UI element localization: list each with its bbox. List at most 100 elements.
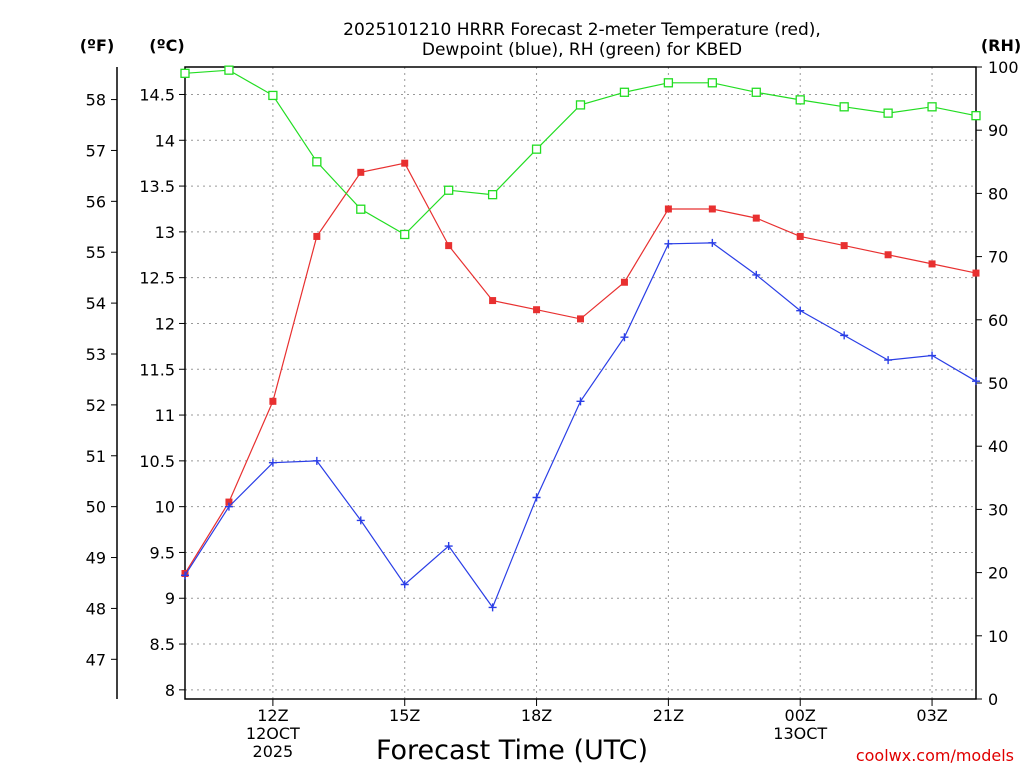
data-point [532,493,541,502]
rh-tick-label: 10 [988,627,1008,646]
celsius-tick-label: 13.5 [139,177,175,196]
fahrenheit-tick-label: 49 [86,549,106,568]
celsius-tick-label: 14 [155,131,175,150]
series-1 [181,238,980,612]
data-point [356,516,365,525]
chart-title-line-1: 2025101210 HRRR Forecast 2-meter Tempera… [343,20,821,40]
data-point [533,306,541,314]
fahrenheit-tick-label: 56 [86,192,106,211]
celsius-tick-label: 9.5 [150,543,175,562]
series-0 [181,159,980,578]
data-point [444,542,453,551]
data-point [752,214,760,222]
data-point [620,278,628,286]
data-point [487,190,498,200]
data-point [972,269,980,277]
data-point [268,90,278,101]
time-tick-label: 21Z [653,706,684,725]
data-point [840,242,848,250]
rh-tick-label: 30 [988,500,1008,519]
data-point [577,315,584,323]
data-point [927,102,937,112]
celsius-tick-label: 12 [155,314,175,333]
data-point [268,458,277,467]
celsius-tick-label: 12.5 [139,269,175,288]
fahrenheit-tick-label: 48 [86,599,106,618]
data-point [445,242,453,250]
time-tick-label: 00Z [785,706,816,725]
series-layer [180,65,981,612]
time-tick-label: 12Z [257,706,288,725]
data-point [884,251,892,259]
data-point [357,168,365,176]
celsius-tick-label: 11.5 [139,360,175,379]
data-point [884,356,893,365]
celsius-tick-label: 13 [155,223,175,242]
time-tick-label: 2025 [253,742,294,761]
data-point [840,331,849,340]
rh-axis: 0 10 20 30 40 50 60 70 80 90 100 [976,58,1019,709]
data-point [619,87,630,97]
celsius-tick-label: 8 [165,681,175,700]
data-point [752,270,761,279]
data-point [576,397,585,406]
data-point [400,580,409,589]
celsius-tick-label: 10 [155,498,175,517]
data-point [312,157,322,167]
time-tick-label: 13OCT [773,724,827,743]
time-tick-label: 03Z [916,706,947,725]
data-point [796,232,804,240]
fahrenheit-tick-label: 47 [86,650,106,669]
fahrenheit-tick-label: 54 [86,294,106,313]
data-point [225,498,233,506]
celsius-unit-label: (ºC) [149,36,184,55]
rh-tick-label: 60 [988,311,1008,330]
fahrenheit-unit-label: (ºF) [80,36,115,55]
rh-tick-label: 50 [988,374,1008,393]
data-point [883,108,893,118]
data-point [839,102,849,112]
time-tick-label: 15Z [389,706,420,725]
data-point [401,159,409,167]
celsius-axis: 8 8.5 9 9.5 10 10.5 11 11.5 12 12.5 13 13.5 14 14.5 [139,85,185,700]
time-tick-label: 12OCT [246,724,300,743]
data-point [531,144,542,154]
fahrenheit-tick-label: 50 [86,498,106,517]
data-point [400,229,410,240]
rh-tick-label: 90 [988,121,1008,140]
fahrenheit-tick-label: 58 [86,91,106,110]
data-point [708,238,717,247]
data-point [664,205,672,213]
celsius-tick-label: 14.5 [139,85,175,104]
chart-title: 2025101210 HRRR Forecast 2-meter Tempera… [343,20,821,60]
rh-tick-label: 0 [988,690,998,709]
data-point [620,333,629,342]
fahrenheit-tick-label: 53 [86,345,106,364]
x-axis-label: Forecast Time (UTC) [376,735,648,766]
plot-frame [184,66,977,700]
data-point [269,397,277,405]
rh-tick-label: 100 [988,58,1019,77]
rh-tick-label: 20 [988,564,1008,583]
data-point [489,297,497,305]
data-point [313,232,321,240]
data-point [971,111,981,121]
gridlines [185,67,976,699]
fahrenheit-tick-label: 57 [86,141,106,160]
celsius-tick-label: 11 [155,406,175,425]
time-tick-label: 18Z [521,706,552,725]
data-point [707,78,717,88]
data-point [928,351,937,360]
rh-unit-label: (RH) [981,36,1021,55]
data-point [224,502,233,511]
celsius-tick-label: 9 [165,589,175,608]
series-line [184,162,977,574]
data-point [224,65,234,75]
data-point [488,603,497,612]
credit-label: coolwx.com/models [856,746,1014,765]
celsius-tick-label: 10.5 [139,452,175,471]
data-point [575,100,586,110]
fahrenheit-tick-label: 51 [86,447,106,466]
data-point [928,260,936,268]
